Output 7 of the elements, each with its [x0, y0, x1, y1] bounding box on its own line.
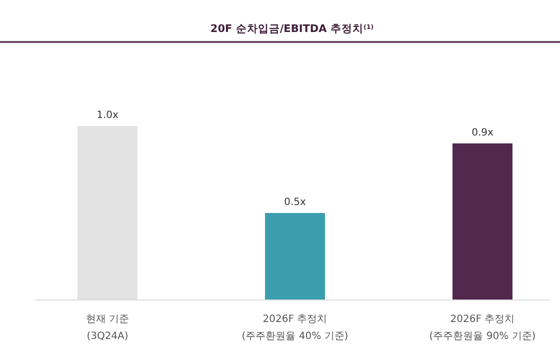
- chart-title: 20F 순차입금/EBITDA 추정치$^{(1)}$: [210, 23, 374, 35]
- x-tick-label: 2026F 추정치 (주주환원율 90% 기준): [429, 314, 536, 342]
- data-label: 0.9x: [472, 127, 494, 138]
- data-label: 1.0x: [96, 110, 118, 121]
- x-tick-label: 현재 기준 (3Q24A): [86, 314, 130, 342]
- data-label: 0.5x: [284, 197, 306, 208]
- x-tick-label: 2026F 추정치 (주주환원율 40% 기준): [242, 314, 348, 342]
